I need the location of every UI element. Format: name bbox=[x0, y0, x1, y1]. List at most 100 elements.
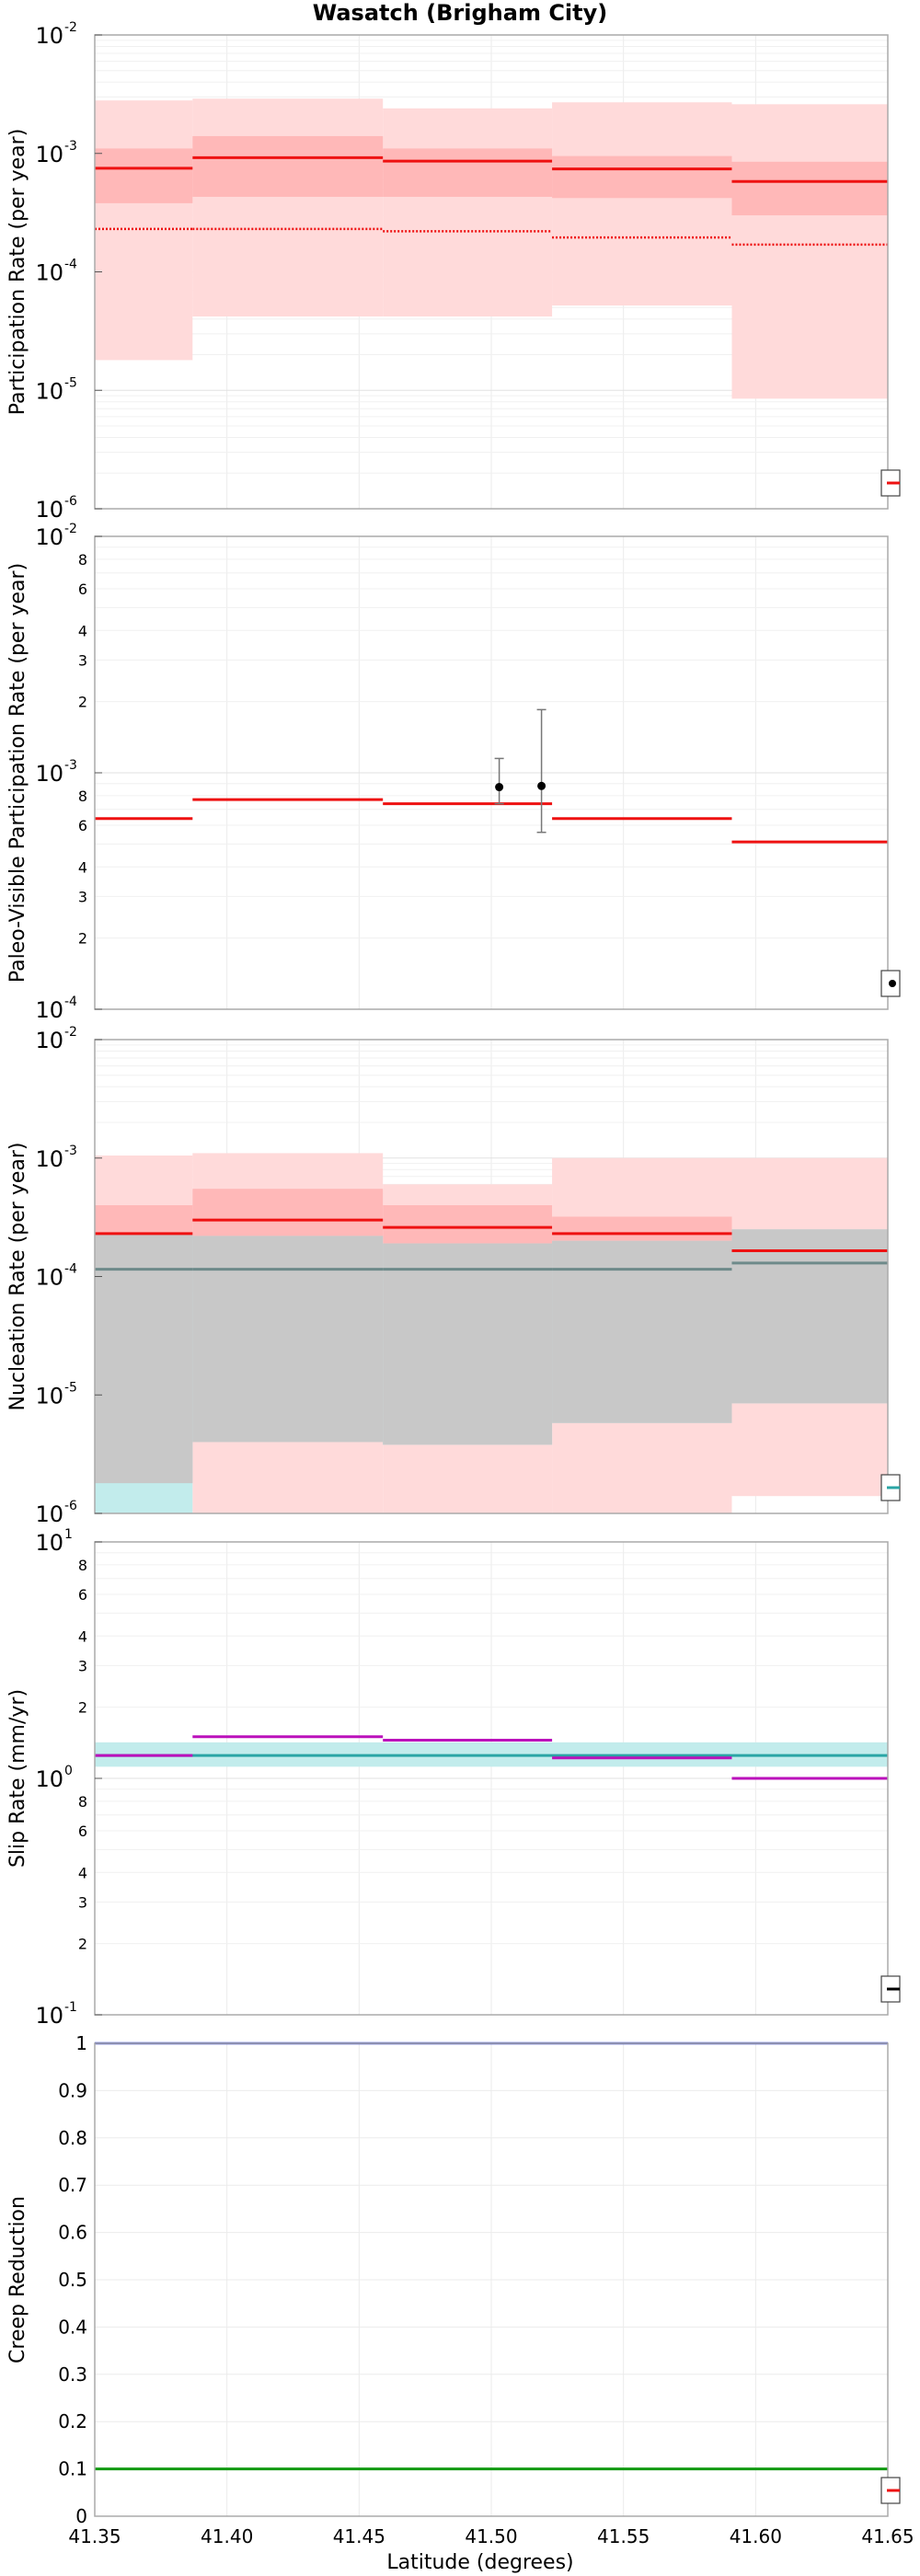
y-minor-tick-label: 8 bbox=[78, 551, 87, 569]
y-tick-label: 10 bbox=[35, 761, 63, 787]
y-tick-label: 10 bbox=[35, 260, 63, 286]
nucleation-overlap-band bbox=[731, 1229, 888, 1404]
rate-range-band bbox=[192, 98, 384, 317]
y-tick-label: 0.7 bbox=[58, 2174, 87, 2196]
y-minor-tick-label: 6 bbox=[78, 1586, 87, 1604]
y-tick-label: 10 bbox=[35, 1028, 63, 1053]
creep-panel: 0 0.1 0.2 0.3 0.4 0.5 0.6 0.7 0.8 0.9 1 Creep Reduc… bbox=[6, 2032, 901, 2527]
y-tick-label: 10 bbox=[35, 497, 63, 523]
rate-inner-band bbox=[552, 155, 732, 199]
y-minor-tick-label: 3 bbox=[78, 888, 87, 905]
x-tick-label: 41.55 bbox=[597, 2525, 650, 2547]
y-tick-label: 10 bbox=[35, 1265, 63, 1291]
y-tick-label: 0.9 bbox=[58, 2079, 87, 2101]
y-minor-tick-label: 2 bbox=[78, 1699, 87, 1717]
rate-inner-band bbox=[95, 148, 193, 203]
x-tick-label: 41.45 bbox=[333, 2525, 385, 2547]
rate-inner-band bbox=[731, 161, 888, 216]
y-minor-tick-label: 2 bbox=[78, 694, 87, 711]
rate-inner-band bbox=[383, 148, 553, 197]
nucleation-overlap-band bbox=[95, 1233, 193, 1484]
y-tick-exponent: 0 bbox=[64, 1764, 73, 1778]
y-tick-label: 10 bbox=[35, 1383, 63, 1409]
y-minor-tick-label: 4 bbox=[78, 622, 87, 639]
plot-frame bbox=[94, 2042, 889, 2517]
y-minor-tick-label: 4 bbox=[78, 1864, 87, 1881]
y-minor-tick-label: 3 bbox=[78, 1893, 87, 1911]
y-minor-tick-label: 8 bbox=[78, 1557, 87, 1574]
y-minor-tick-label: 3 bbox=[78, 1657, 87, 1674]
y-axis-label: Nucleation Rate (per year) bbox=[6, 1143, 29, 1411]
y-tick-label: 0.2 bbox=[58, 2410, 87, 2432]
y-tick-exponent: -4 bbox=[64, 1262, 77, 1277]
y-tick-label: 10 bbox=[35, 1766, 63, 1792]
y-tick-label: 0.1 bbox=[58, 2458, 87, 2480]
y-axis-label: Slip Rate (mm/yr) bbox=[6, 1689, 29, 1868]
y-tick-label: 0.3 bbox=[58, 2363, 87, 2386]
y-minor-tick-label: 6 bbox=[78, 581, 87, 598]
y-tick-label: 10 bbox=[35, 1146, 63, 1172]
y-tick-label: 0.6 bbox=[58, 2222, 87, 2244]
y-tick-label: 10 bbox=[35, 1530, 63, 1556]
y-tick-exponent: -4 bbox=[64, 258, 77, 272]
y-minor-tick-label: 3 bbox=[78, 651, 87, 669]
rate-range-band bbox=[552, 102, 732, 306]
y-tick-exponent: -3 bbox=[64, 139, 77, 154]
x-tick-label: 41.50 bbox=[465, 2525, 517, 2547]
legend-marker bbox=[889, 980, 896, 987]
y-axis-label: Participation Rate (per year) bbox=[6, 129, 29, 416]
x-tick-label: 41.60 bbox=[730, 2525, 782, 2547]
x-tick-label: 41.65 bbox=[861, 2525, 914, 2547]
y-tick-label: 10 bbox=[35, 524, 63, 550]
y-tick-exponent: -2 bbox=[64, 20, 77, 35]
chart-title: Wasatch (Brigham City) bbox=[313, 0, 608, 26]
x-tick-label: 41.35 bbox=[68, 2525, 121, 2547]
y-tick-exponent: -5 bbox=[64, 375, 77, 390]
y-tick-exponent: -4 bbox=[64, 995, 77, 1009]
y-tick-exponent: -6 bbox=[64, 494, 77, 509]
y-tick-label: 0 bbox=[75, 2505, 87, 2527]
y-tick-label: 1 bbox=[75, 2032, 87, 2054]
rate-range-band bbox=[95, 100, 193, 361]
paleo-data-point bbox=[495, 783, 504, 792]
y-tick-label: 10 bbox=[35, 2003, 63, 2029]
y-axis-label: Creep Reduction bbox=[6, 2196, 29, 2363]
y-tick-exponent: -1 bbox=[64, 2000, 77, 2015]
nucleation-overlap-band bbox=[192, 1236, 384, 1443]
y-tick-label: 0.8 bbox=[58, 2127, 87, 2149]
y-tick-exponent: -3 bbox=[64, 758, 77, 773]
y-minor-tick-label: 8 bbox=[78, 788, 87, 805]
y-minor-tick-label: 2 bbox=[78, 930, 87, 948]
y-minor-tick-label: 8 bbox=[78, 1793, 87, 1811]
rate-inner-band bbox=[192, 135, 384, 197]
y-tick-exponent: -2 bbox=[64, 522, 77, 536]
y-tick-exponent: 1 bbox=[64, 1527, 73, 1542]
y-minor-tick-label: 4 bbox=[78, 1627, 87, 1645]
paleo-data-point bbox=[537, 781, 546, 790]
y-axis-label: Paleo-Visible Participation Rate (per ye… bbox=[6, 563, 29, 983]
x-tick-labels: 41.35 41.40 41.45 41.50 41.55 41.60 41.65 bbox=[68, 2525, 914, 2547]
y-tick-label: 10 bbox=[35, 997, 63, 1023]
y-minor-tick-label: 2 bbox=[78, 1936, 87, 1953]
y-tick-exponent: -2 bbox=[64, 1025, 77, 1040]
nucleation-overlap-band bbox=[383, 1243, 553, 1445]
y-tick-label: 0.4 bbox=[58, 2316, 87, 2338]
y-tick-label: 10 bbox=[35, 142, 63, 167]
y-minor-tick-label: 4 bbox=[78, 858, 87, 876]
x-axis-label: Latitude (degrees) bbox=[386, 2551, 573, 2574]
y-tick-label: 0.5 bbox=[58, 2269, 87, 2291]
y-tick-exponent: -6 bbox=[64, 1499, 77, 1513]
y-tick-label: 10 bbox=[35, 1501, 63, 1527]
rate-range-band bbox=[731, 104, 888, 399]
y-tick-exponent: -3 bbox=[64, 1144, 77, 1158]
x-tick-label: 41.40 bbox=[201, 2525, 253, 2547]
y-minor-tick-label: 6 bbox=[78, 1823, 87, 1840]
y-tick-label: 10 bbox=[35, 23, 63, 49]
y-tick-label: 10 bbox=[35, 378, 63, 404]
y-tick-exponent: -5 bbox=[64, 1380, 77, 1395]
